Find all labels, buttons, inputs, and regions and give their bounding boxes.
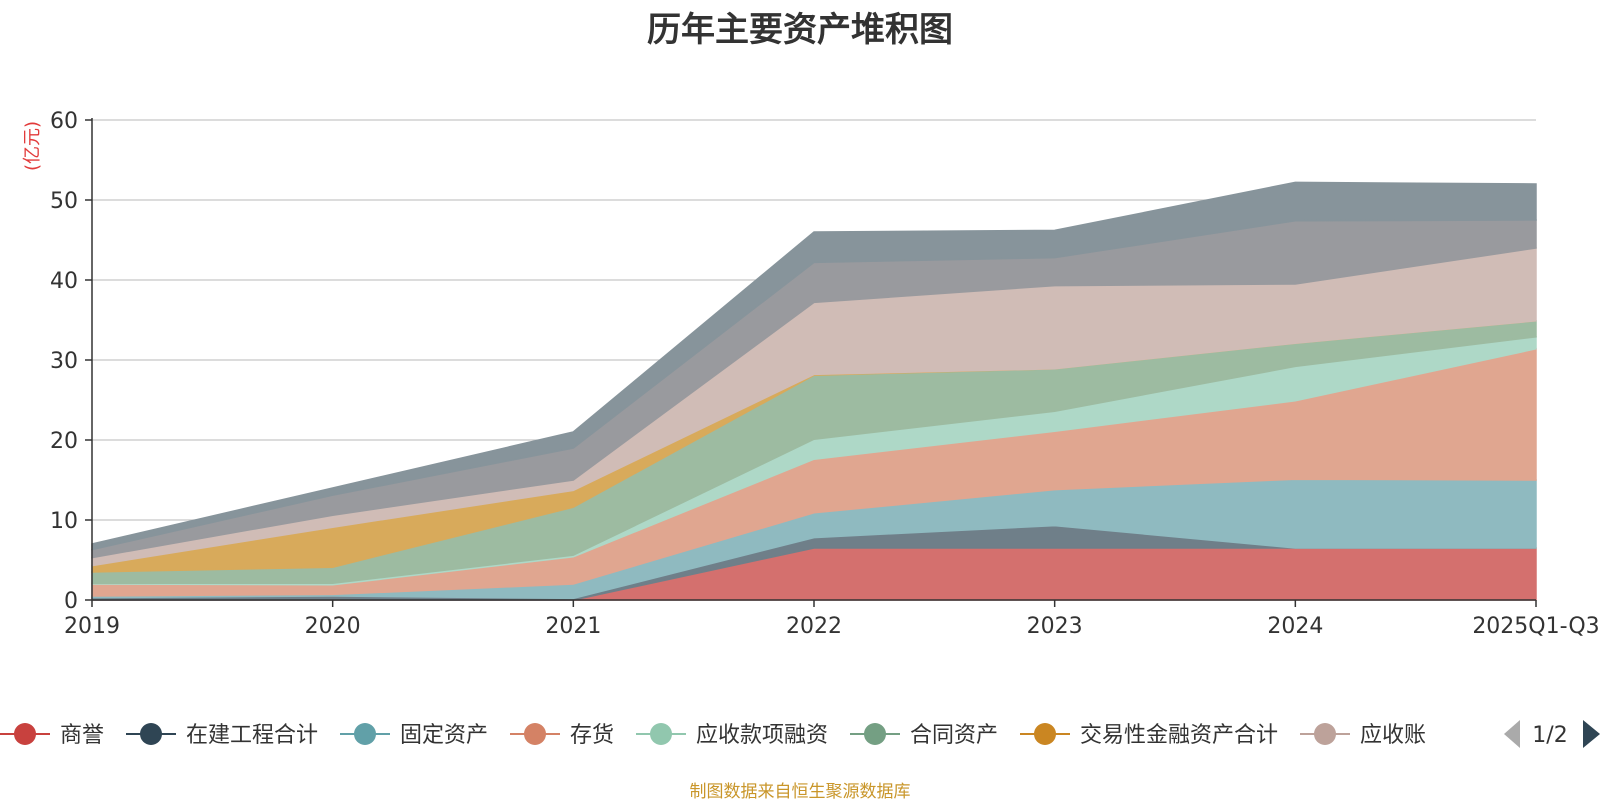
axes: 0 10 20 30 40 50 60 2019 2020 2021 2022 2023 2024 202… bbox=[22, 109, 1600, 639]
legend-marker-icon bbox=[1034, 723, 1056, 745]
legend-label: 合同资产 bbox=[910, 723, 998, 748]
y-tick-label-40: 40 bbox=[50, 269, 78, 294]
legend-label: 应收款项融资 bbox=[696, 723, 828, 748]
legend-marker-icon bbox=[864, 723, 886, 745]
legend[interactable]: 商誉 在建工程合计 固定资产 存货 应收款项融资 合同资产 交易性金融资产合计 应收账 1/2 bbox=[0, 720, 1600, 748]
legend-item-交易性金融资产合计[interactable]: 交易性金融资产合计 bbox=[1020, 723, 1278, 748]
legend-item-固定资产[interactable]: 固定资产 bbox=[340, 723, 488, 748]
x-tick-label-2025Q1-Q3: 2025Q1-Q3 bbox=[1472, 614, 1599, 639]
x-tick-label-2020: 2020 bbox=[305, 614, 361, 639]
chart-title: 历年主要资产堆积图 bbox=[647, 10, 953, 50]
y-tick-label-10: 10 bbox=[50, 509, 78, 534]
legend-next-page-icon[interactable] bbox=[1583, 720, 1600, 748]
y-tick-label-30: 30 bbox=[50, 349, 78, 374]
legend-prev-page-icon[interactable] bbox=[1504, 720, 1520, 748]
legend-page-indicator: 1/2 bbox=[1532, 723, 1567, 748]
legend-marker-icon bbox=[524, 723, 546, 745]
x-tick-label-2021: 2021 bbox=[545, 614, 601, 639]
x-tick-label-2022: 2022 bbox=[786, 614, 842, 639]
area-货币资金 bbox=[91, 181, 1537, 551]
data-source-note: 制图数据来自恒生聚源数据库 bbox=[689, 782, 911, 802]
area-series-group bbox=[91, 181, 1537, 601]
y-tick-label-20: 20 bbox=[50, 429, 78, 454]
legend-item-应收账[interactable]: 应收账 bbox=[1300, 723, 1426, 748]
legend-item-合同资产[interactable]: 合同资产 bbox=[850, 723, 998, 748]
legend-label: 交易性金融资产合计 bbox=[1080, 723, 1278, 748]
legend-item-在建工程合计[interactable]: 在建工程合计 bbox=[126, 723, 318, 748]
legend-marker-icon bbox=[140, 723, 162, 745]
legend-marker-icon bbox=[14, 723, 36, 745]
x-tick-label-2024: 2024 bbox=[1267, 614, 1323, 639]
x-tick-label-2019: 2019 bbox=[64, 614, 120, 639]
legend-item-应收款项融资[interactable]: 应收款项融资 bbox=[636, 723, 828, 748]
y-tick-label-0: 0 bbox=[64, 589, 78, 614]
legend-label: 存货 bbox=[570, 723, 614, 748]
legend-marker-icon bbox=[1314, 723, 1336, 745]
y-axis-unit-label: (亿元) bbox=[22, 121, 43, 171]
legend-label: 固定资产 bbox=[400, 723, 488, 748]
legend-label: 商誉 bbox=[60, 723, 104, 748]
legend-marker-icon bbox=[650, 723, 672, 745]
x-tick-label-2023: 2023 bbox=[1027, 614, 1083, 639]
y-tick-label-50: 50 bbox=[50, 189, 78, 214]
legend-marker-icon bbox=[354, 723, 376, 745]
legend-item-商誉[interactable]: 商誉 bbox=[0, 723, 104, 748]
y-tick-label-60: 60 bbox=[50, 109, 78, 134]
legend-label: 应收账 bbox=[1360, 723, 1426, 748]
legend-label: 在建工程合计 bbox=[186, 723, 318, 748]
legend-item-存货[interactable]: 存货 bbox=[510, 723, 614, 748]
